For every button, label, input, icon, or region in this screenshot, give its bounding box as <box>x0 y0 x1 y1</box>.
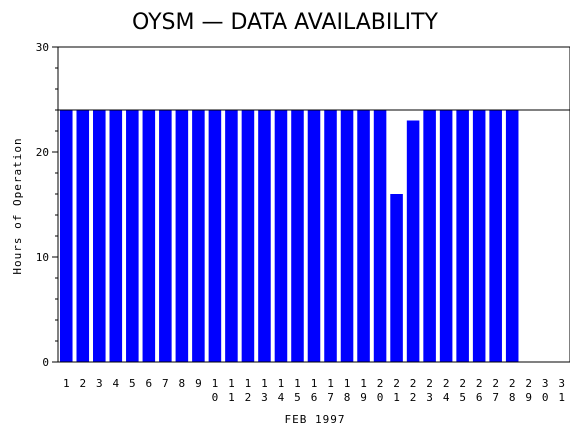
y-axis-label: Hours of Operation <box>11 137 24 274</box>
bar-2 <box>76 110 90 362</box>
bar-28 <box>505 110 519 362</box>
chart-title: OYSM — DATA AVAILABILITY <box>132 10 439 35</box>
bar-8 <box>175 110 189 362</box>
bar-16 <box>307 110 321 362</box>
bar-1 <box>59 110 73 362</box>
bar-22 <box>406 120 420 362</box>
plot-frame <box>57 46 570 363</box>
bar-27 <box>489 110 502 362</box>
x-tick-label-3: 3 <box>96 377 103 390</box>
bar-19 <box>357 110 370 362</box>
y-axis-ticks: 0 10 20 30 <box>36 41 58 369</box>
bar-3 <box>93 110 106 362</box>
x-axis-label: FEB 1997 <box>285 413 346 426</box>
bar-5 <box>126 110 139 362</box>
bar-15 <box>291 110 304 362</box>
y-tick-label-10: 10 <box>36 251 49 264</box>
bar-11 <box>225 110 238 362</box>
bar-17 <box>324 110 337 362</box>
bar-12 <box>241 110 255 362</box>
x-tick-label-8: 8 <box>179 377 186 390</box>
bar-9 <box>192 110 205 362</box>
bar-6 <box>142 110 156 362</box>
bar-24 <box>439 110 453 362</box>
bar-23 <box>423 110 436 362</box>
bar-7 <box>159 110 172 362</box>
x-tick-label-5: 5 <box>129 377 136 390</box>
bar-10 <box>208 110 222 362</box>
x-tick-label-4: 4 <box>112 377 119 390</box>
bar-20 <box>373 110 387 362</box>
x-tick-label-9: 9 <box>195 377 202 390</box>
bar-25 <box>456 110 469 362</box>
y-tick-label-20: 20 <box>36 146 49 159</box>
bars-group <box>59 110 519 362</box>
y-tick-label-30: 30 <box>36 41 49 54</box>
x-tick-label-2: 2 <box>79 377 86 390</box>
bar-13 <box>258 110 271 362</box>
bar-21 <box>390 194 403 362</box>
x-tick-label-6: 6 <box>146 377 153 390</box>
x-tick-label-7: 7 <box>162 377 169 390</box>
y-tick-label-0: 0 <box>42 356 49 369</box>
x-tick-label-1: 1 <box>63 377 70 390</box>
bar-26 <box>472 110 486 362</box>
bar-18 <box>340 110 354 362</box>
bar-14 <box>274 110 288 362</box>
x-axis-ticks: 1 2 3 4 5 6 7 8 9 1 01 11 21 31 41 51 61 71 81 92 02 12 22 32 42… <box>63 377 565 404</box>
bar-4 <box>109 110 123 362</box>
